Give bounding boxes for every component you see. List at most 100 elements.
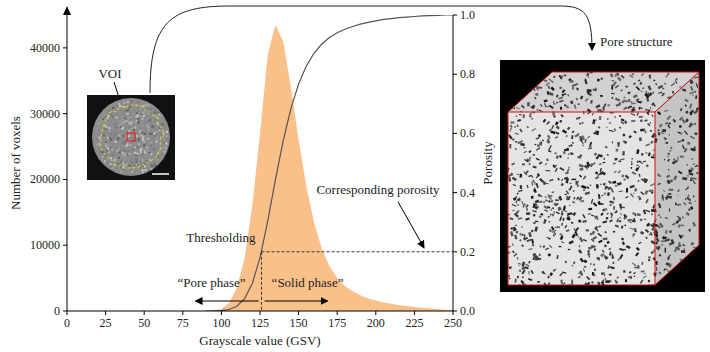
solid-phase-label: “Solid phase” bbox=[272, 275, 344, 290]
ct-texture bbox=[107, 137, 109, 139]
cube-pore bbox=[508, 134, 513, 139]
cube-pore bbox=[659, 254, 661, 256]
cube-pore bbox=[607, 104, 609, 106]
x-tick bbox=[221, 311, 222, 315]
cube-pore bbox=[669, 263, 672, 267]
cube-pore bbox=[684, 104, 687, 107]
pore-phase-label: “Pore phase” bbox=[177, 275, 245, 290]
ct-texture bbox=[123, 135, 125, 137]
cube-pore bbox=[537, 137, 539, 139]
cube-pore bbox=[603, 158, 605, 160]
cube-pore bbox=[586, 282, 591, 287]
cube-pore bbox=[672, 223, 675, 226]
ct-texture bbox=[110, 146, 112, 148]
cube-pore bbox=[653, 80, 655, 81]
cube-pore bbox=[684, 99, 688, 103]
cube-pore bbox=[509, 277, 511, 279]
cube-pore bbox=[687, 142, 690, 145]
cube-pore bbox=[658, 92, 660, 94]
cube-pore bbox=[647, 280, 650, 283]
cube-pore bbox=[549, 93, 553, 96]
cube-pore bbox=[587, 91, 592, 96]
cube-pore bbox=[595, 104, 600, 108]
cube-pore bbox=[514, 279, 516, 283]
cube-pore bbox=[562, 115, 564, 117]
y-axis-arrow bbox=[63, 6, 71, 15]
cube-pore bbox=[637, 165, 639, 166]
x-tick-label: 200 bbox=[367, 316, 385, 330]
cube-pore bbox=[548, 200, 551, 203]
ct-texture bbox=[154, 162, 156, 164]
cube-pore bbox=[549, 245, 552, 248]
cube-pore bbox=[534, 189, 537, 193]
cube-pore bbox=[585, 166, 587, 168]
cube-pore bbox=[543, 272, 546, 274]
cube-pore bbox=[665, 284, 667, 286]
cube-pore bbox=[545, 247, 549, 250]
ct-texture bbox=[149, 109, 151, 111]
cube-pore bbox=[520, 185, 522, 189]
ct-texture bbox=[148, 126, 150, 128]
cube-pore bbox=[598, 197, 600, 199]
cube-pore bbox=[689, 202, 692, 205]
x-tick bbox=[105, 311, 106, 315]
cube-pore bbox=[650, 183, 655, 187]
cube-pore bbox=[523, 234, 526, 237]
cube-pore bbox=[631, 120, 636, 123]
cube-pore bbox=[611, 216, 613, 218]
ct-texture bbox=[162, 123, 164, 125]
ct-texture bbox=[150, 168, 152, 170]
cube-pore bbox=[619, 254, 623, 259]
x-axis-title: Grayscale value (GSV) bbox=[199, 333, 320, 348]
cube-pore bbox=[677, 224, 681, 228]
y2-tick-label: 0.8 bbox=[460, 67, 475, 81]
cube-pore bbox=[568, 189, 569, 191]
cube-pore bbox=[561, 223, 563, 226]
cube-pore bbox=[513, 253, 517, 257]
ct-texture bbox=[110, 154, 112, 156]
ct-texture bbox=[137, 102, 139, 104]
cube-pore bbox=[516, 107, 520, 110]
cube-pore bbox=[686, 164, 688, 166]
ct-texture bbox=[108, 144, 110, 146]
cube-pore bbox=[687, 175, 689, 176]
cube-pore bbox=[607, 118, 609, 120]
ct-texture bbox=[138, 132, 140, 134]
ct-texture bbox=[154, 110, 156, 112]
ct-texture bbox=[150, 153, 152, 155]
cube-pore bbox=[543, 205, 548, 209]
cube-pore bbox=[667, 159, 670, 162]
cube-pore bbox=[619, 102, 622, 105]
ct-texture bbox=[136, 158, 138, 160]
cube-pore bbox=[658, 203, 661, 208]
cube-pore bbox=[634, 275, 636, 277]
ct-texture bbox=[138, 161, 140, 163]
cube-pore bbox=[550, 200, 553, 203]
cube-pore bbox=[584, 266, 587, 268]
cube-pore bbox=[639, 161, 642, 163]
cube-pore bbox=[607, 192, 610, 196]
cube-pore bbox=[573, 261, 575, 264]
cube-pore bbox=[631, 167, 632, 169]
cube-pore bbox=[686, 212, 690, 216]
cube-pore bbox=[536, 147, 540, 151]
ct-texture bbox=[147, 120, 149, 122]
cube-pore bbox=[650, 122, 651, 124]
cube-pore bbox=[598, 225, 601, 227]
cube-pore bbox=[572, 85, 574, 90]
cube-pore bbox=[688, 172, 693, 176]
cube-pore bbox=[602, 220, 607, 223]
cube-pore bbox=[607, 154, 609, 156]
cube-pore bbox=[690, 177, 692, 181]
cube-pore bbox=[611, 254, 613, 259]
cube-pore bbox=[675, 203, 676, 205]
ct-texture bbox=[137, 164, 139, 166]
cube-pore bbox=[559, 272, 563, 276]
ct-texture bbox=[134, 125, 136, 127]
cube-pore bbox=[594, 269, 596, 271]
cube-pore bbox=[665, 142, 668, 144]
cube-pore bbox=[515, 225, 517, 227]
cube-pore bbox=[602, 208, 606, 211]
cube-pore bbox=[578, 236, 579, 237]
cube-pore bbox=[513, 107, 515, 109]
